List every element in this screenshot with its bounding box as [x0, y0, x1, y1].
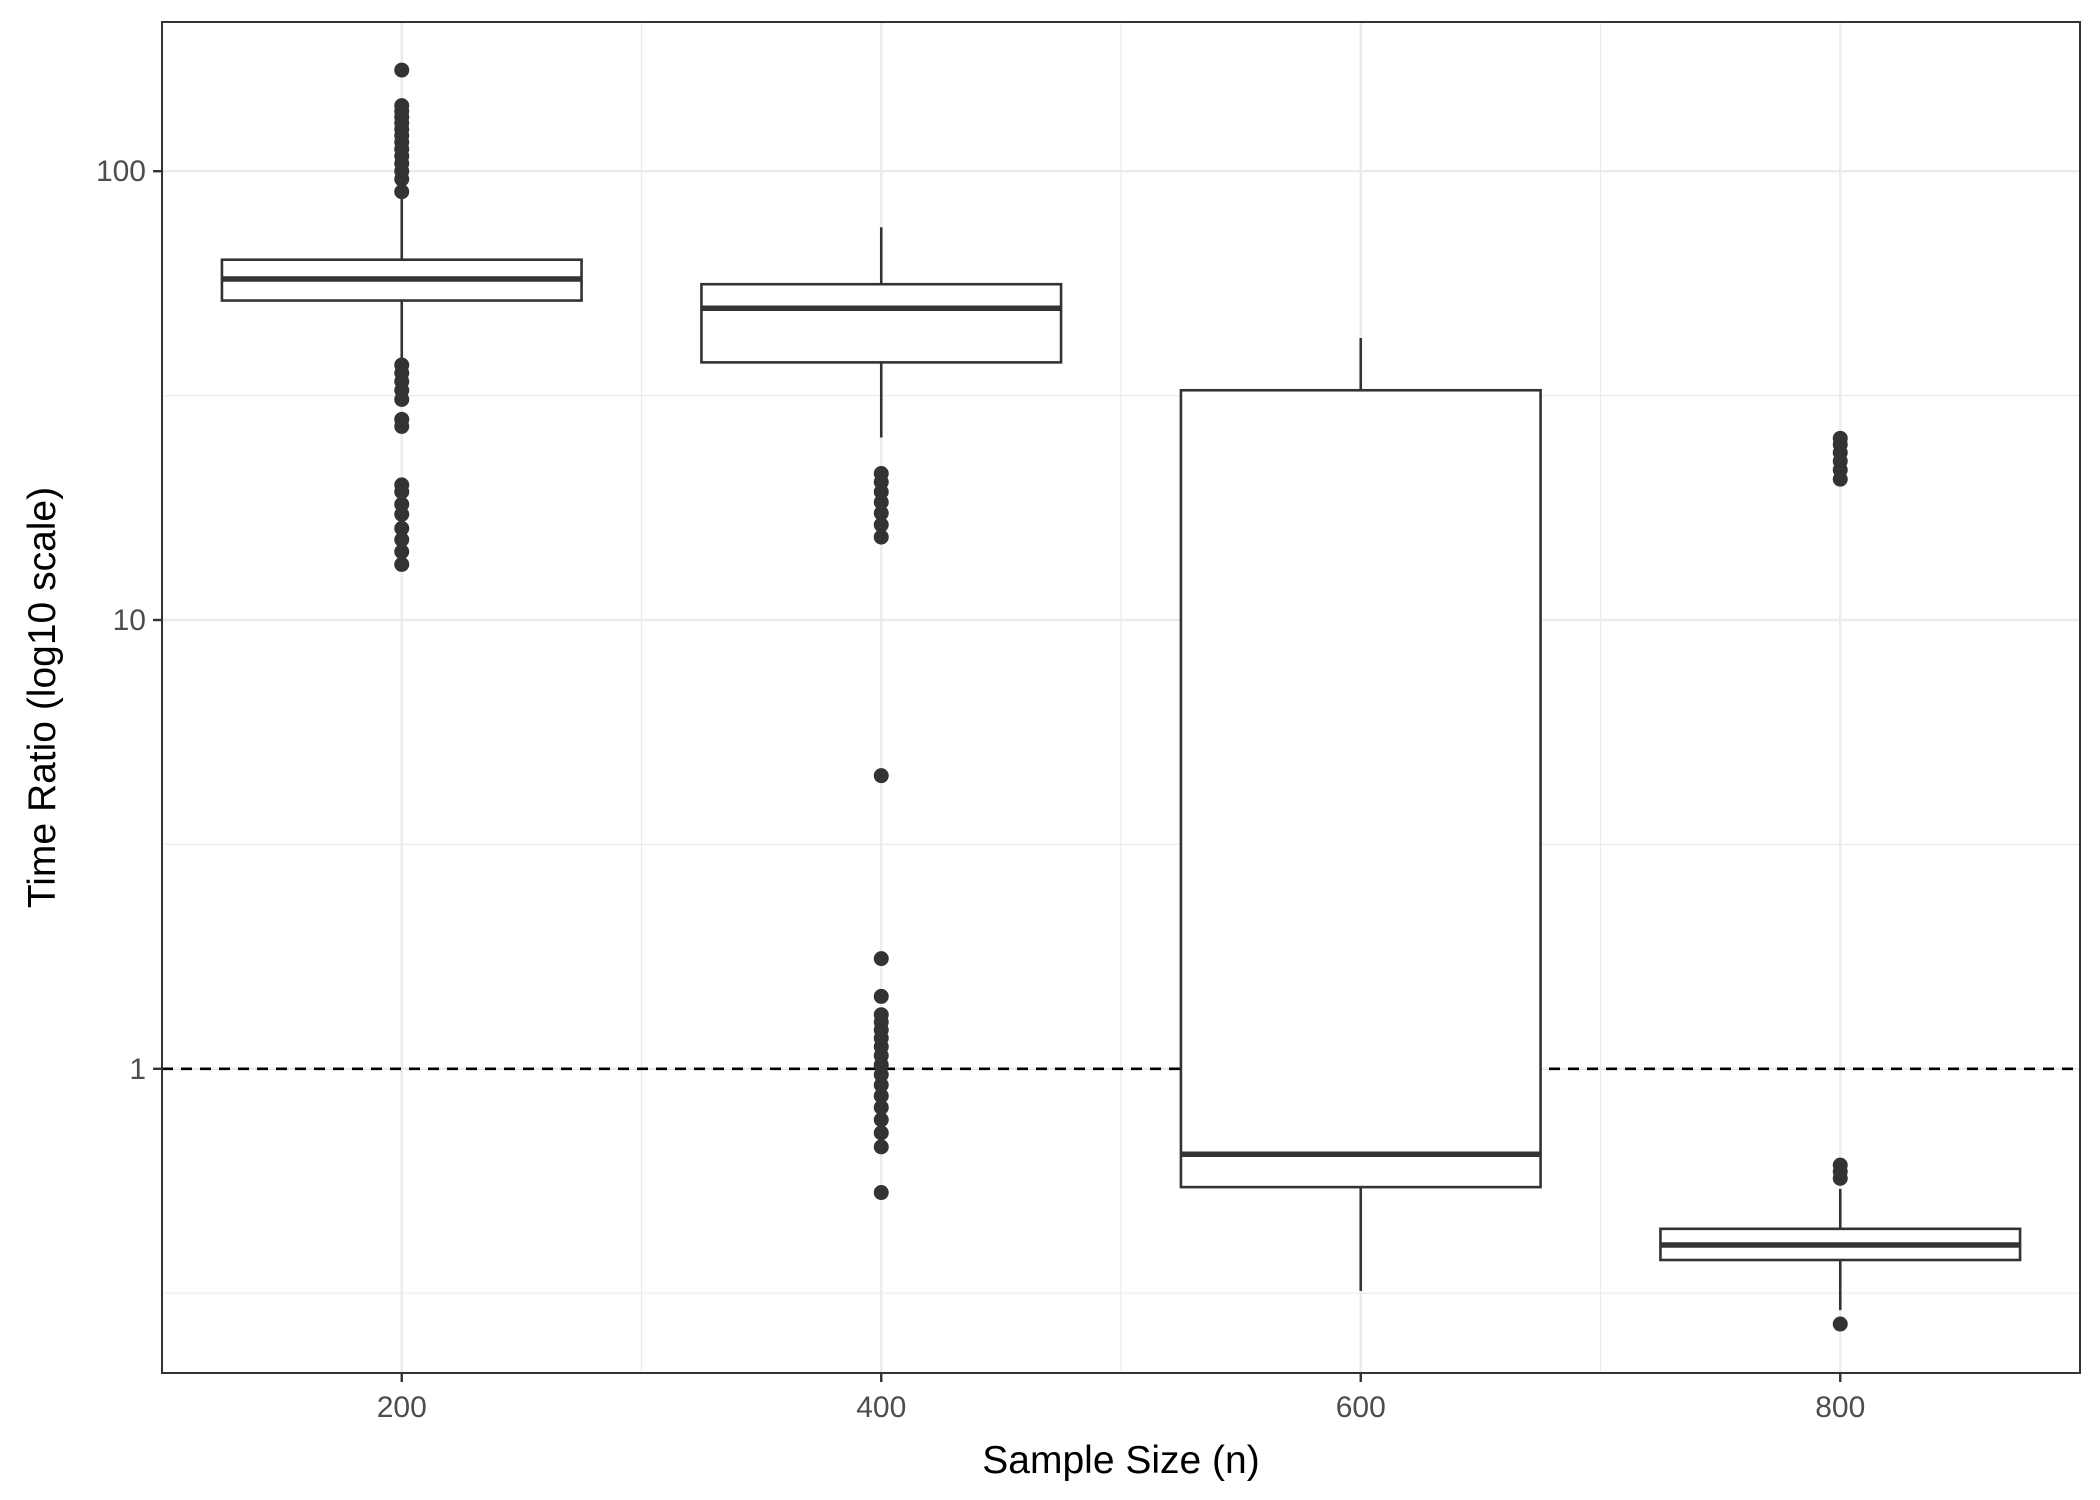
outlier-point [873, 466, 889, 482]
outlier-point [873, 494, 889, 510]
y-tick-label: 10 [113, 604, 146, 637]
outlier-point [1832, 1157, 1848, 1173]
outlier-point [873, 768, 889, 784]
y-tick-label: 100 [96, 155, 146, 188]
outlier-point [1832, 1316, 1848, 1332]
outlier-point [873, 517, 889, 533]
x-tick-label: 200 [377, 1391, 427, 1424]
outlier-point [873, 1088, 889, 1104]
outlier-point [1832, 430, 1848, 446]
box-200 [220, 62, 583, 572]
outlier-point [873, 1099, 889, 1115]
outlier-point [873, 529, 889, 545]
iqr-box [1179, 388, 1542, 1189]
x-tick-label: 400 [856, 1391, 906, 1424]
y-tick-label: 1 [129, 1053, 146, 1086]
x-tick-label: 800 [1815, 1391, 1865, 1424]
outlier-point [394, 184, 410, 200]
outlier-point [873, 1125, 889, 1141]
outlier-point [873, 1139, 889, 1155]
outlier-point [394, 556, 410, 572]
box-400 [700, 227, 1063, 1201]
outlier-point [873, 1007, 889, 1023]
outlier-point [394, 98, 410, 114]
outlier-point [394, 544, 410, 560]
outlier-point [394, 357, 410, 373]
outlier-point [873, 505, 889, 521]
panel-border [161, 21, 2081, 1374]
x-tick-label: 600 [1336, 1391, 1386, 1424]
box-600 [1179, 337, 1542, 1291]
outlier-point [394, 532, 410, 548]
outlier-point [394, 411, 410, 427]
outlier-point [394, 62, 410, 78]
outlier-point [394, 496, 410, 512]
grid-lines [162, 22, 2080, 1373]
outlier-point [873, 1185, 889, 1201]
y-axis-title: Time Ratio (log10 scale) [21, 487, 64, 908]
outlier-point [873, 1112, 889, 1128]
x-axis-title: Sample Size (n) [982, 1439, 1259, 1482]
outlier-point [873, 1077, 889, 1093]
box-800 [1659, 430, 2022, 1332]
outlier-point [394, 477, 410, 493]
outlier-point [873, 951, 889, 967]
boxes [220, 62, 2022, 1332]
outlier-point [873, 988, 889, 1004]
axis-ticks: 200 400 600 800 1 10 100 [96, 155, 1865, 1424]
iqr-box [700, 282, 1063, 364]
outlier-point [394, 520, 410, 536]
